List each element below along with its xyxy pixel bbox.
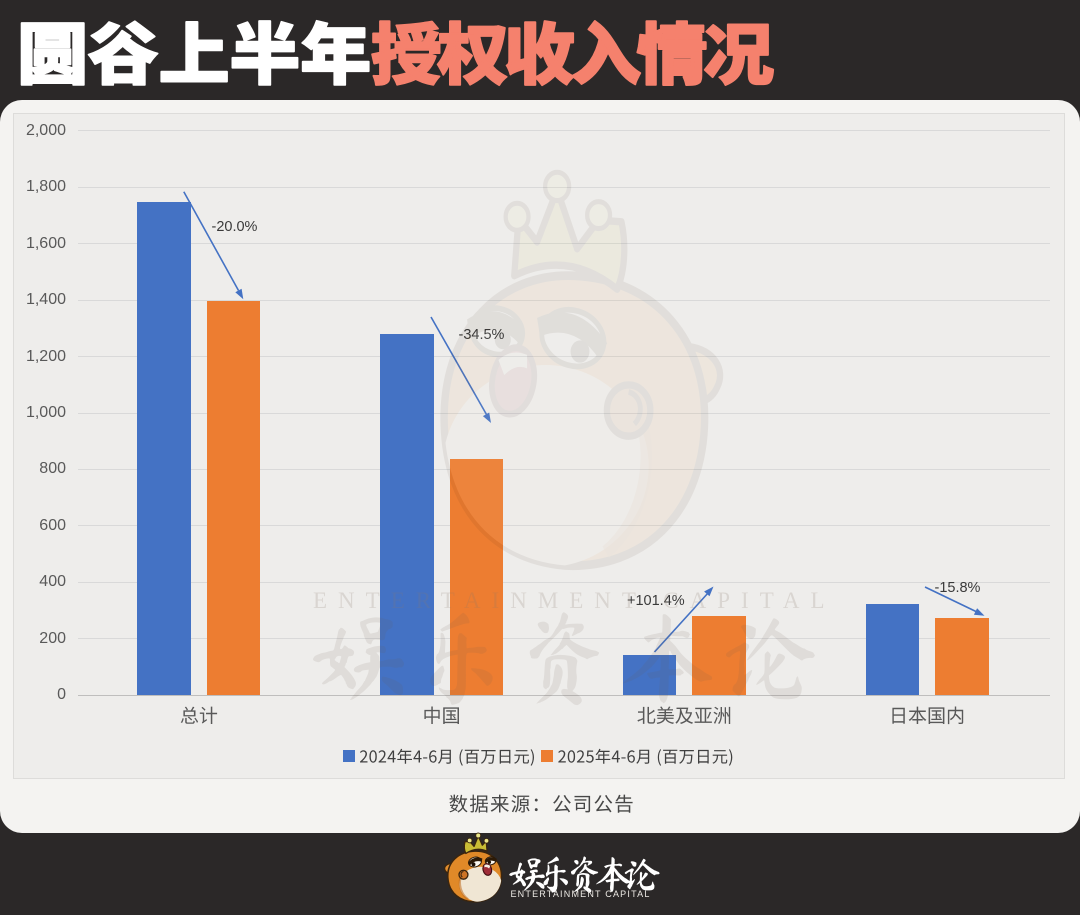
svg-text:ENTERTAINMENT CAPITAL: ENTERTAINMENT CAPITAL xyxy=(313,588,836,613)
